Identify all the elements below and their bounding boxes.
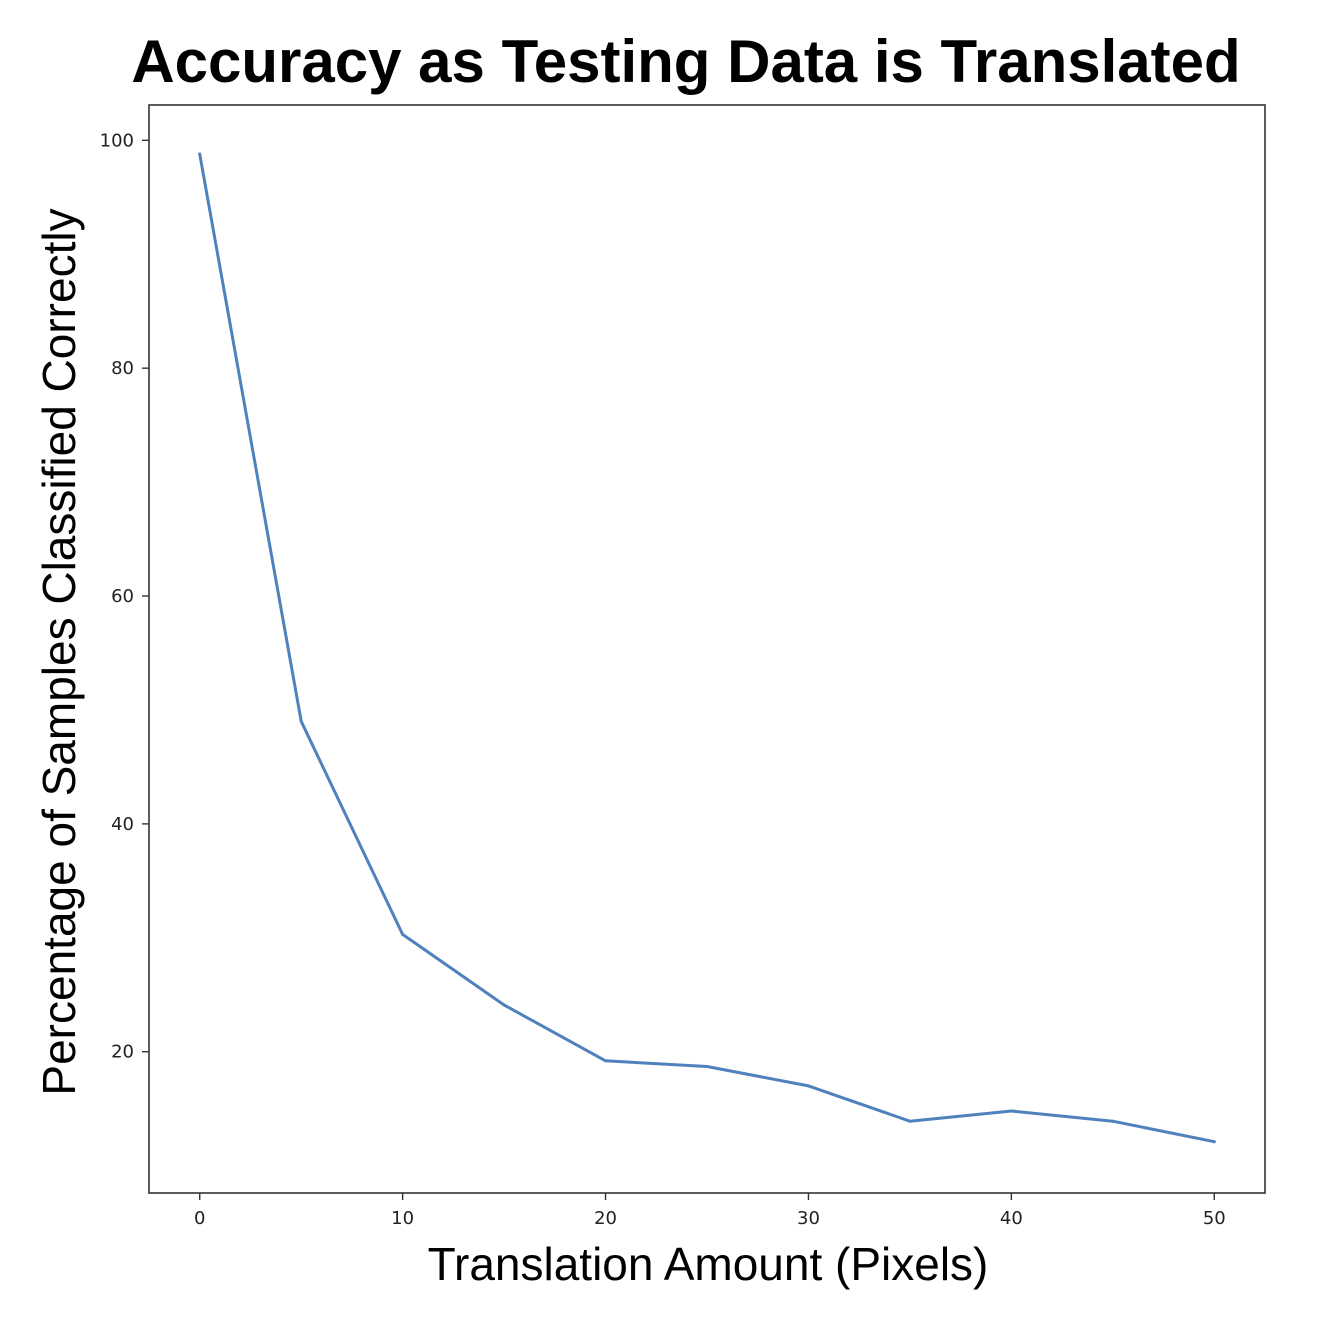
x-tick-label: 20 [594, 1208, 617, 1229]
data-point [604, 1059, 608, 1063]
y-axis-label: Percentage of Samples Classified Correct… [33, 208, 85, 1095]
data-point [1111, 1119, 1115, 1123]
series-line [198, 152, 1216, 1144]
y-tick-label: 20 [111, 1042, 134, 1063]
series-group [198, 152, 1216, 1144]
plot-area-frame [148, 104, 1266, 1194]
data-point [299, 719, 303, 723]
y-tick-label: 80 [111, 358, 134, 379]
x-tick-label: 0 [194, 1208, 205, 1229]
data-point [705, 1065, 709, 1069]
x-axis: 0 10 20 30 40 50 [194, 1193, 1226, 1229]
y-tick-label: 40 [111, 814, 134, 835]
data-point [1212, 1140, 1216, 1144]
data-point [806, 1084, 810, 1088]
data-point [198, 152, 202, 156]
data-point [502, 1003, 506, 1007]
x-tick-label: 40 [1000, 1208, 1023, 1229]
data-point [908, 1119, 912, 1123]
y-tick-label: 100 [100, 130, 134, 151]
x-tick-label: 30 [797, 1208, 820, 1229]
y-tick-label: 60 [111, 586, 134, 607]
x-tick-label: 50 [1203, 1208, 1226, 1229]
data-point [401, 932, 405, 936]
x-axis-label: Translation Amount (Pixels) [428, 1238, 989, 1290]
data-point [1009, 1109, 1013, 1113]
chart-title: Accuracy as Testing Data is Translated [131, 28, 1240, 95]
x-tick-label: 10 [391, 1208, 414, 1229]
y-axis: 20 40 60 80 100 [100, 130, 149, 1063]
